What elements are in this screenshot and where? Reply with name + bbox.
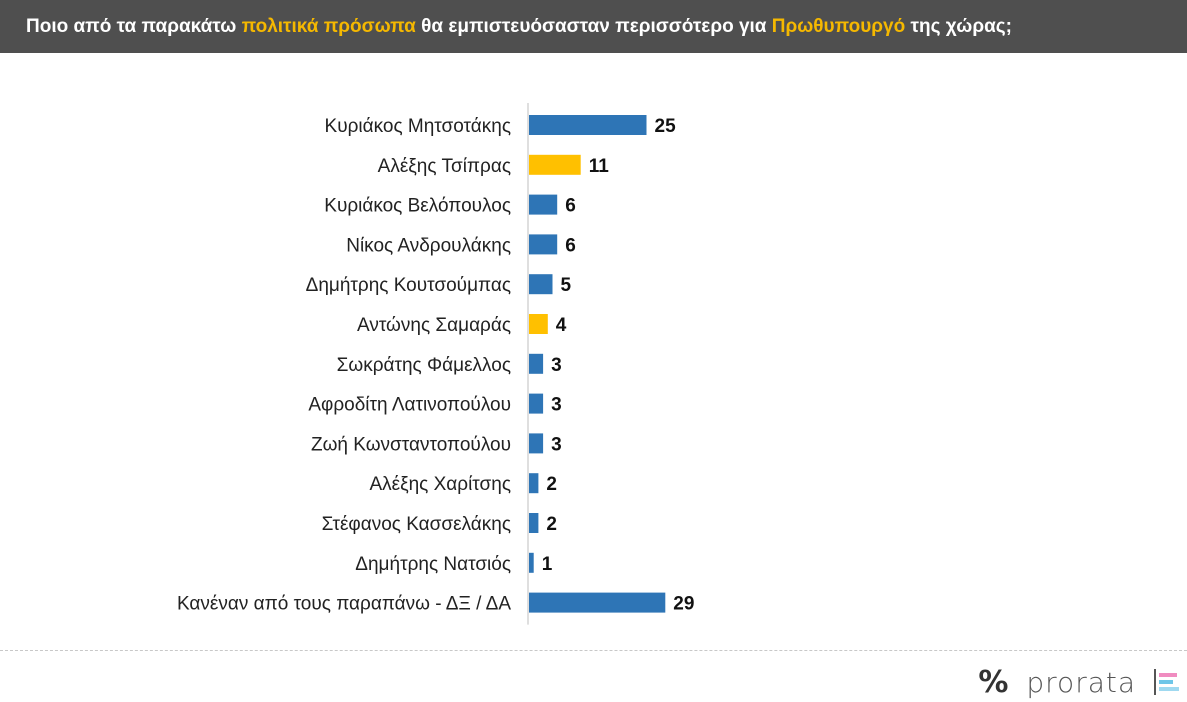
data-label: 1 (542, 554, 553, 575)
category-label: Αντώνης Σαμαράς (357, 315, 511, 336)
category-label: Αλέξης Χαρίτσης (369, 474, 511, 495)
brand-name: prorata (1026, 665, 1136, 699)
data-label: 3 (551, 355, 562, 376)
data-label: 3 (551, 434, 562, 455)
title-text-1: Ποιο από τα παρακάτω (26, 15, 242, 37)
data-label: 6 (565, 196, 576, 217)
title-text-2: θα εμπιστευόσασταν περισσότερο για (415, 15, 772, 37)
category-label: Αλέξης Τσίπρας (378, 156, 511, 177)
bar (529, 513, 539, 533)
percent-icon: % (978, 664, 1009, 700)
data-label: 5 (561, 275, 572, 296)
data-label: 6 (565, 235, 576, 256)
bar (529, 115, 647, 135)
category-label: Κανέναν από τους παραπάνω - ΔΞ / ΔΑ (177, 594, 511, 615)
data-label: 4 (556, 315, 567, 336)
bar (529, 274, 553, 295)
footer-divider (0, 650, 1187, 651)
data-label: 29 (673, 594, 694, 615)
category-label: Δημήτρης Κουτσούμπας (306, 275, 511, 296)
bar (529, 433, 544, 454)
bar (529, 592, 666, 613)
data-label: 3 (551, 395, 562, 416)
bar (529, 314, 548, 334)
chart-title: Ποιο από τα παρακάτω πολιτικά πρόσωπα θα… (0, 0, 1187, 53)
category-label: Στέφανος Κασσελάκης (322, 514, 511, 535)
category-label: Ζωή Κωνσταντοπούλου (311, 434, 511, 455)
category-label: Κυριάκος Μητσοτάκης (325, 116, 511, 137)
category-label: Αφροδίτη Λατινοπούλου (308, 395, 511, 416)
data-label: 2 (546, 514, 557, 535)
bar (529, 393, 544, 414)
data-label: 2 (546, 474, 557, 495)
title-highlight-2: Πρωθυπουργό (771, 15, 906, 37)
category-label: Νίκος Ανδρουλάκης (346, 235, 511, 256)
bar (529, 234, 558, 255)
category-label: Δημήτρης Νατσιός (355, 554, 511, 575)
bar (529, 353, 544, 374)
title-highlight-1: πολιτικά πρόσωπα (241, 15, 416, 37)
bar (529, 194, 558, 215)
title-text-3: της χώρας; (905, 15, 1013, 37)
bar (529, 552, 534, 573)
category-label: Κυριάκος Βελόπουλος (324, 196, 511, 217)
data-label: 11 (589, 156, 610, 177)
brand-mark-icon (1154, 669, 1179, 695)
data-label: 25 (655, 116, 677, 137)
footer-logo: % prorata (978, 664, 1179, 700)
bar (529, 473, 539, 494)
bar (529, 154, 581, 175)
category-label: Σωκράτης Φάμελλος (337, 355, 511, 376)
